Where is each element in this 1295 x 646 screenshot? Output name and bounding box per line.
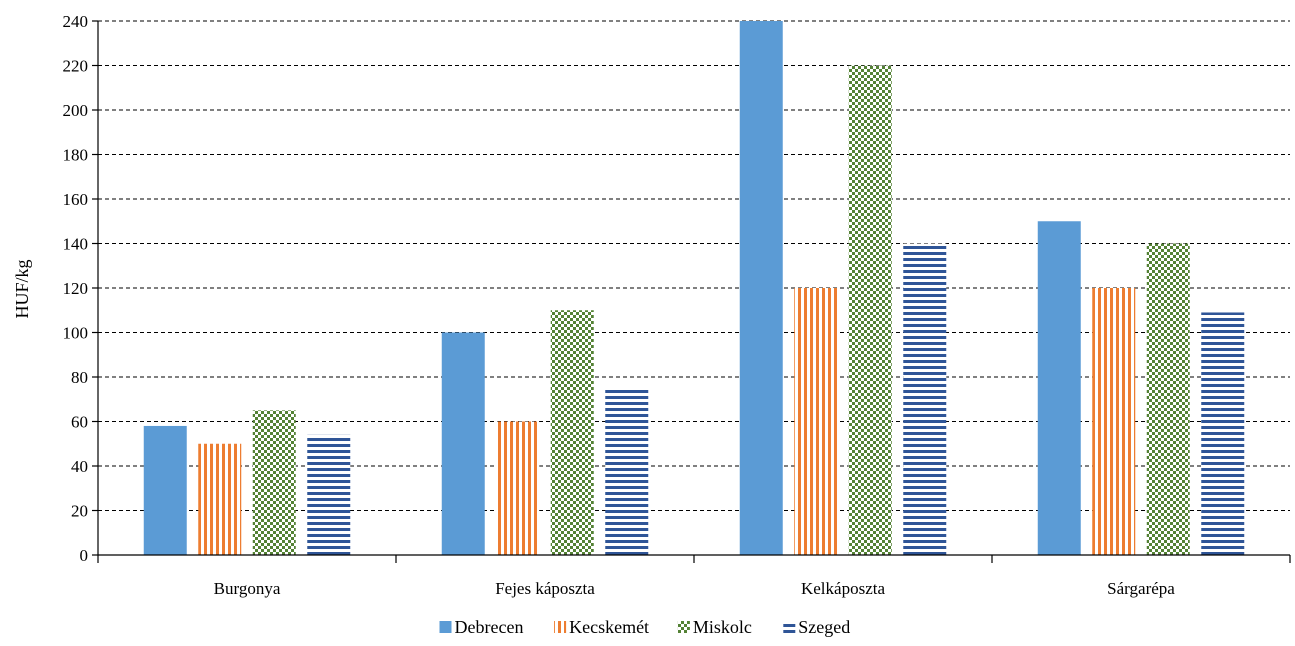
bar-szeged-4: [1201, 312, 1245, 555]
bar-miskolc-3: [848, 65, 892, 555]
y-tick-label: 220: [63, 57, 89, 76]
bar-debrecen-4: [1037, 221, 1081, 555]
bar-debrecen-3: [739, 21, 783, 555]
legend-label: Debrecen: [455, 617, 524, 637]
axes: [92, 20, 1291, 563]
bar-szeged-2: [605, 388, 649, 555]
gridlines: [98, 20, 1290, 511]
bar-kecskem-t-1: [198, 443, 242, 555]
legend: Debrecen Kecskemét Miskolc Szeged: [439, 617, 850, 637]
bar-kecskem-t-4: [1092, 288, 1136, 555]
axis-labels: 0 20 40 60 80 100 120 140 160 180 200 220 240 Burgony…: [63, 12, 1176, 598]
y-tick-label: 120: [63, 279, 89, 298]
bar-kecskem-t-3: [794, 288, 838, 555]
legend-label: Szeged: [798, 617, 850, 637]
y-tick-label: 140: [63, 235, 89, 254]
legend-swatch: [554, 621, 567, 633]
bar-miskolc-4: [1146, 243, 1190, 555]
bar-szeged-1: [307, 434, 351, 555]
x-tick-label: Sárgarépa: [1107, 579, 1175, 598]
legend-swatch: [439, 621, 452, 633]
y-tick-label: 80: [71, 368, 88, 387]
legend-swatch: [677, 621, 690, 633]
y-tick-label: 160: [63, 190, 89, 209]
y-tick-label: 40: [71, 457, 88, 476]
y-tick-label: 180: [63, 146, 89, 165]
bar-szeged-3: [903, 243, 947, 555]
bars: [143, 21, 1245, 555]
y-tick-label: 100: [63, 324, 89, 343]
legend-swatch: [783, 621, 796, 633]
x-tick-label: Kelkáposzta: [801, 579, 885, 598]
y-axis-title: HUF/kg: [12, 259, 32, 318]
y-tick-label: 0: [80, 546, 89, 565]
x-tick-label: Fejes káposzta: [495, 579, 595, 598]
bar-kecskem-t-2: [496, 421, 540, 555]
y-tick-label: 20: [71, 502, 88, 521]
bar-miskolc-2: [550, 310, 594, 555]
bar-miskolc-1: [252, 410, 296, 555]
y-tick-label: 240: [63, 12, 89, 31]
bar-debrecen-1: [143, 425, 187, 555]
y-tick-label: 200: [63, 101, 89, 120]
y-tick-label: 60: [71, 413, 88, 432]
x-tick-label: Burgonya: [214, 579, 281, 598]
bar-debrecen-2: [441, 332, 485, 555]
legend-label: Kecskemét: [569, 617, 649, 637]
legend-label: Miskolc: [693, 617, 752, 637]
